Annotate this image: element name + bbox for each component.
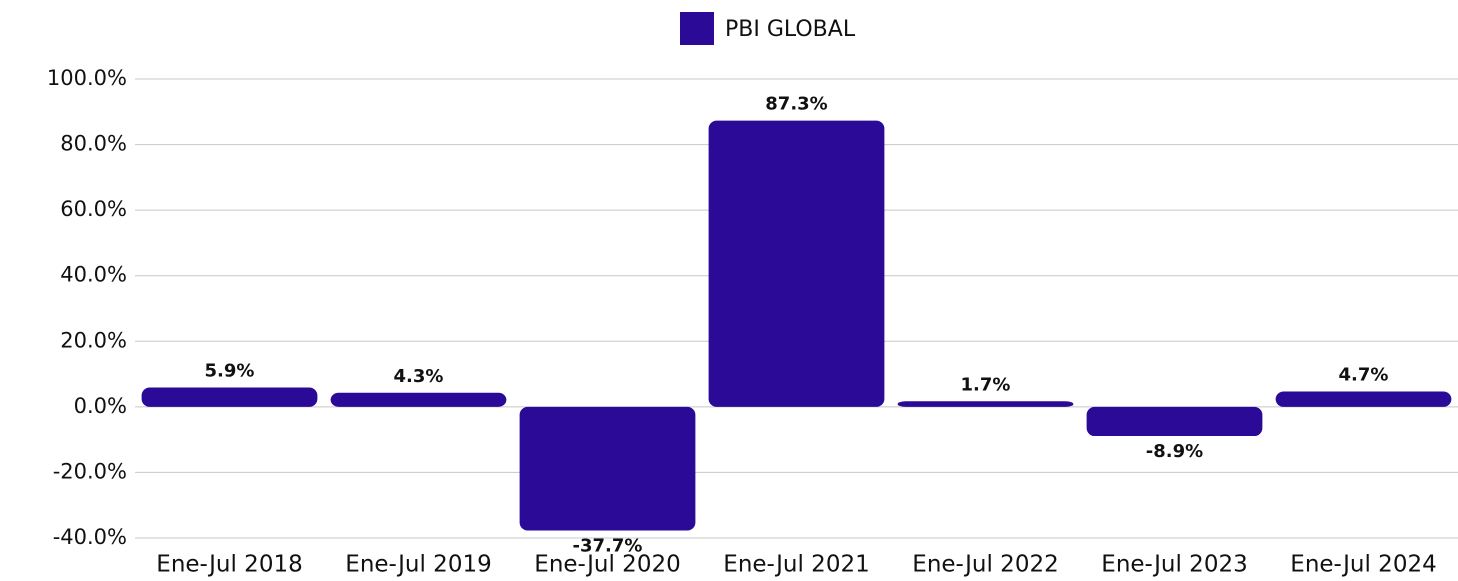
value-label: -37.7% bbox=[573, 535, 643, 556]
bar bbox=[897, 401, 1074, 407]
bar bbox=[708, 120, 885, 407]
legend-swatch bbox=[680, 12, 714, 45]
legend-label: PBI GLOBAL bbox=[725, 17, 856, 42]
x-tick-label: Ene-Jul 2020 bbox=[534, 552, 680, 578]
bar bbox=[519, 406, 696, 531]
bar bbox=[1275, 391, 1452, 407]
bar bbox=[141, 387, 318, 407]
x-tick-label: Ene-Jul 2021 bbox=[723, 552, 869, 578]
value-label: 4.3% bbox=[394, 366, 444, 387]
value-label: -8.9% bbox=[1146, 441, 1203, 462]
y-tick-label: 0.0% bbox=[74, 394, 127, 418]
x-tick-label: Ene-Jul 2022 bbox=[912, 552, 1058, 578]
y-tick-label: 60.0% bbox=[60, 197, 127, 221]
value-label: 4.7% bbox=[1339, 364, 1389, 385]
bar bbox=[330, 392, 507, 407]
value-label: 5.9% bbox=[205, 361, 255, 382]
y-tick-label: -40.0% bbox=[53, 525, 127, 549]
y-tick-label: 80.0% bbox=[60, 132, 127, 156]
value-label: 1.7% bbox=[961, 374, 1011, 395]
x-tick-label: Ene-Jul 2018 bbox=[156, 552, 302, 578]
x-tick-label: Ene-Jul 2023 bbox=[1101, 552, 1247, 578]
x-tick-label: Ene-Jul 2019 bbox=[345, 552, 491, 578]
y-tick-label: 100.0% bbox=[47, 66, 127, 90]
x-tick-label: Ene-Jul 2024 bbox=[1290, 552, 1436, 578]
value-label: 87.3% bbox=[765, 94, 827, 115]
y-tick-label: -20.0% bbox=[53, 459, 127, 483]
y-tick-label: 20.0% bbox=[60, 328, 127, 352]
bar bbox=[1086, 406, 1263, 437]
y-tick-label: 40.0% bbox=[60, 263, 127, 287]
